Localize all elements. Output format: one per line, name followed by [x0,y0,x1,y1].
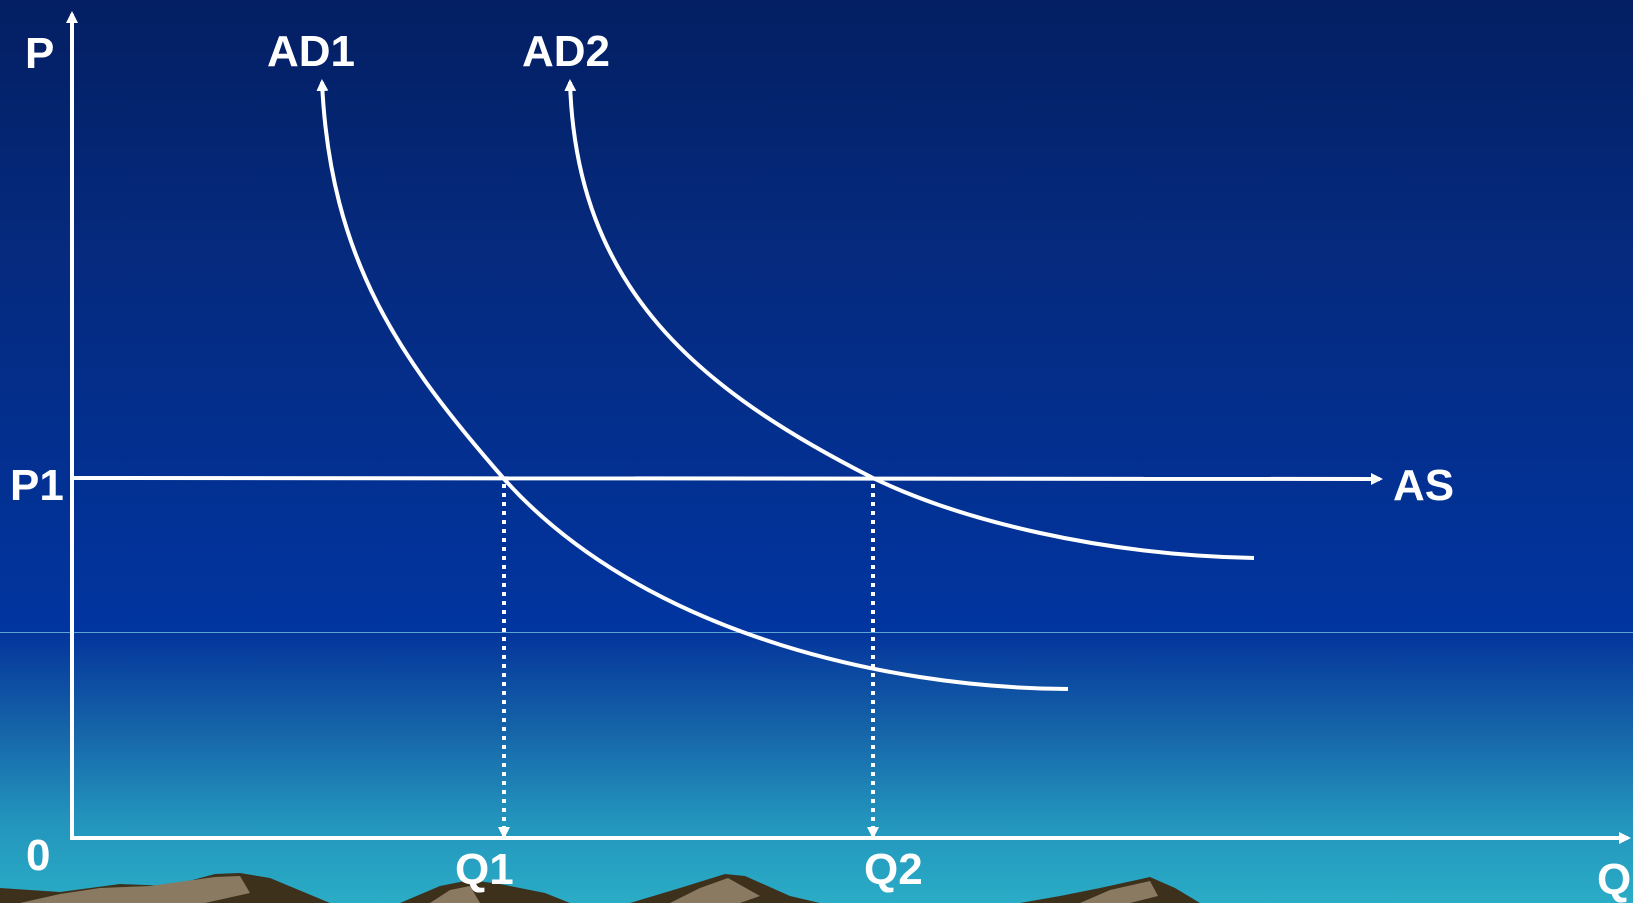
as-curve [71,472,1383,485]
as-label: AS [1393,461,1455,510]
horizon-line [0,632,1633,633]
q2-label: Q2 [864,845,923,894]
y-axis-label: P [25,29,55,78]
ad2-label: AD2 [522,27,611,76]
mountain-mid-highlight [670,878,760,903]
q1-label: Q1 [455,845,514,894]
mountain-left-highlight [20,876,250,903]
ad1-curve [316,79,1069,691]
background-water [0,633,1633,903]
ad2-curve [564,79,1255,560]
ad1-label: AD1 [267,27,356,76]
p1-label: P1 [10,461,64,510]
origin-label: 0 [26,831,51,880]
mountain-right-highlight [1080,881,1158,903]
x-axis-label: Q [1597,855,1632,904]
mountain-center-highlight [430,886,480,903]
background-sky [0,0,1633,633]
